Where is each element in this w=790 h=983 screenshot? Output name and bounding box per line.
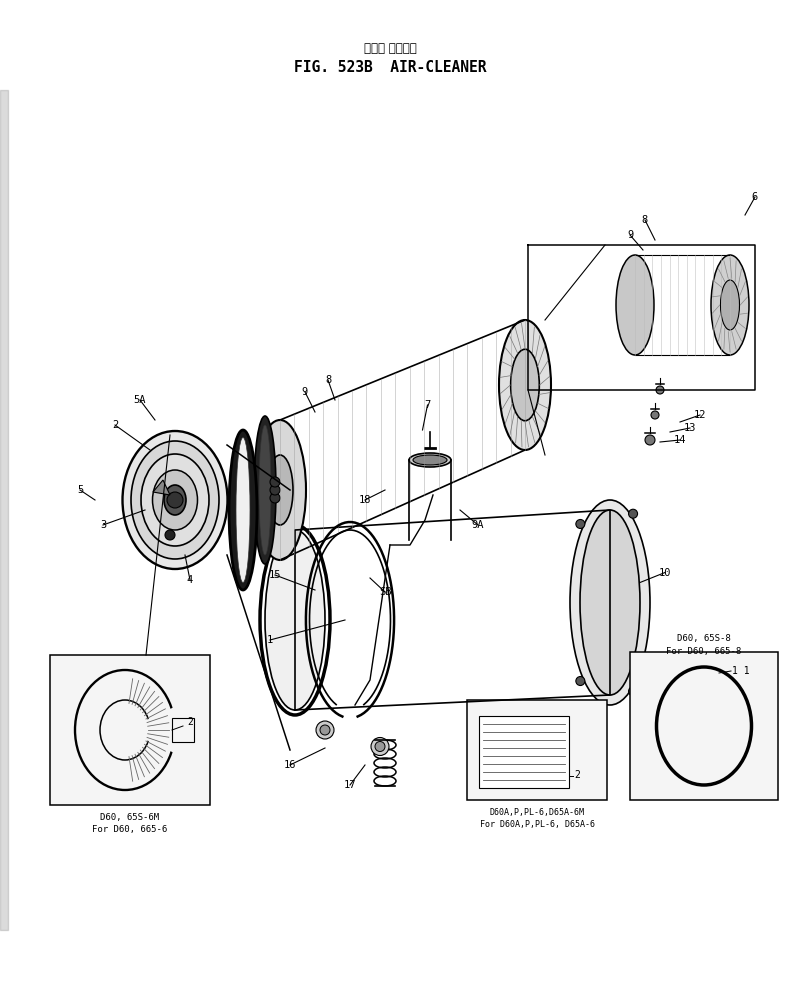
Text: 14: 14	[674, 435, 687, 445]
Circle shape	[316, 721, 334, 739]
Text: SB: SB	[378, 587, 391, 597]
Bar	[630, 652, 778, 800]
Text: 1: 1	[267, 635, 273, 645]
Circle shape	[165, 530, 175, 540]
Text: 5: 5	[77, 485, 83, 495]
Circle shape	[270, 485, 280, 495]
Polygon shape	[153, 480, 170, 495]
Ellipse shape	[267, 455, 293, 525]
Ellipse shape	[122, 431, 228, 569]
Wedge shape	[125, 707, 179, 753]
Ellipse shape	[131, 441, 219, 559]
Ellipse shape	[100, 700, 150, 760]
Text: 17: 17	[344, 780, 356, 790]
Ellipse shape	[570, 500, 650, 705]
Bar	[172, 718, 194, 742]
Circle shape	[576, 676, 585, 685]
Text: 5A: 5A	[134, 395, 146, 405]
Circle shape	[629, 509, 638, 518]
Ellipse shape	[409, 453, 451, 467]
Text: 13: 13	[684, 423, 696, 433]
Text: 9A: 9A	[472, 520, 484, 530]
Ellipse shape	[711, 255, 749, 355]
Text: 16: 16	[284, 760, 296, 770]
Text: 2: 2	[574, 770, 580, 780]
Circle shape	[576, 519, 585, 529]
Text: 2: 2	[112, 420, 118, 430]
Bar	[467, 700, 607, 800]
Circle shape	[270, 477, 280, 487]
Text: D60, 65S-6M: D60, 65S-6M	[100, 813, 160, 822]
Text: For D60A,P,PL-6, D65A-6: For D60A,P,PL-6, D65A-6	[480, 820, 595, 829]
Text: For D60, 665-8: For D60, 665-8	[667, 647, 742, 656]
Text: 2: 2	[187, 717, 193, 727]
Ellipse shape	[164, 485, 186, 515]
Text: 10: 10	[659, 567, 672, 577]
Ellipse shape	[259, 425, 271, 555]
Ellipse shape	[236, 437, 250, 583]
Bar	[50, 655, 210, 805]
Ellipse shape	[265, 530, 325, 710]
Ellipse shape	[499, 320, 551, 450]
Text: エアー クリーナ: エアー クリーナ	[363, 41, 416, 54]
Text: 4: 4	[187, 575, 193, 585]
Text: 9: 9	[302, 387, 308, 397]
Text: 12: 12	[694, 410, 706, 420]
Bar	[479, 716, 569, 788]
Circle shape	[375, 741, 385, 751]
Text: 8: 8	[641, 215, 648, 225]
Ellipse shape	[229, 430, 257, 590]
Circle shape	[651, 411, 659, 419]
Text: 7: 7	[424, 400, 431, 410]
Circle shape	[645, 435, 655, 445]
Text: 15: 15	[269, 570, 281, 580]
Circle shape	[270, 493, 280, 503]
Ellipse shape	[152, 470, 198, 530]
Circle shape	[167, 492, 183, 508]
Text: D60A,P,PL-6,D65A-6M: D60A,P,PL-6,D65A-6M	[490, 808, 585, 817]
Ellipse shape	[413, 455, 447, 465]
Circle shape	[656, 386, 664, 394]
Circle shape	[320, 725, 330, 735]
Text: 6: 6	[752, 192, 758, 202]
Text: 8: 8	[325, 375, 331, 385]
Ellipse shape	[510, 349, 540, 421]
Ellipse shape	[254, 416, 276, 564]
Text: 3: 3	[100, 520, 106, 530]
Text: FIG. 523B  AIR-CLEANER: FIG. 523B AIR-CLEANER	[294, 61, 487, 76]
Text: 18: 18	[359, 495, 371, 505]
Text: D60, 65S-8: D60, 65S-8	[677, 634, 731, 643]
Text: 9: 9	[627, 230, 633, 240]
Ellipse shape	[141, 454, 209, 546]
Ellipse shape	[580, 510, 640, 695]
Circle shape	[371, 737, 389, 756]
Circle shape	[629, 687, 638, 696]
Ellipse shape	[616, 255, 654, 355]
Text: For D60, 665-6: For D60, 665-6	[92, 825, 167, 834]
Ellipse shape	[720, 280, 739, 330]
Text: 1 1: 1 1	[732, 666, 750, 676]
Ellipse shape	[254, 420, 306, 560]
